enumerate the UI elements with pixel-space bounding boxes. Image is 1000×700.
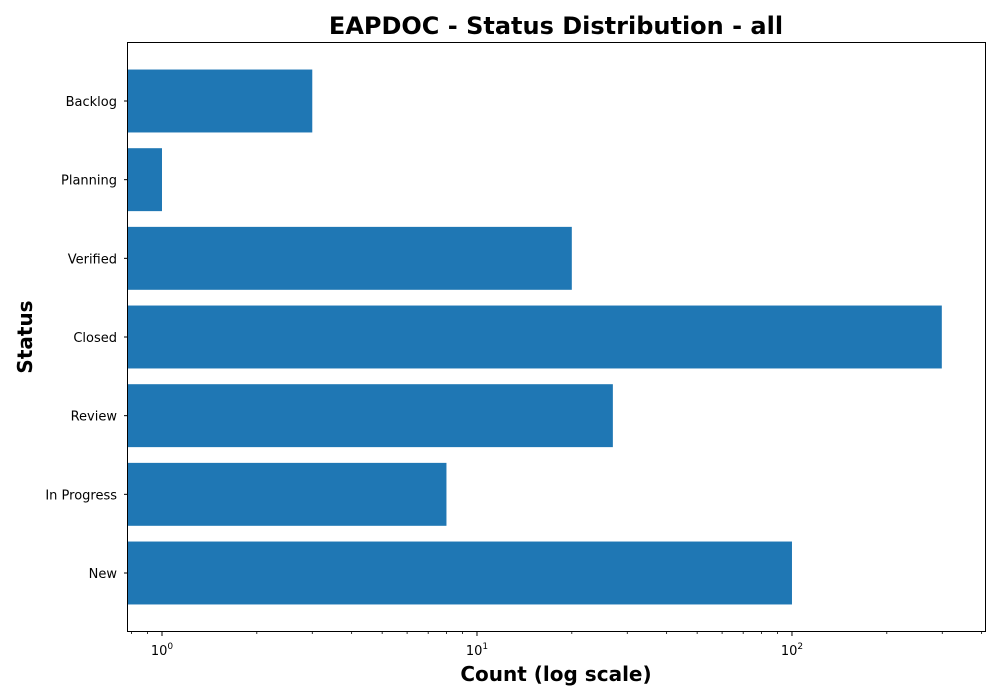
bar-in-progress	[128, 462, 447, 526]
y-axis-ticks: New In Progress Review Closed Verified Planni…	[45, 95, 128, 582]
bar-verified	[128, 226, 572, 290]
y-tick-label-backlog: Backlog	[66, 95, 117, 110]
bar-review	[128, 384, 613, 448]
x-tick-label: 101	[466, 642, 488, 659]
y-tick-label-in-progress: In Progress	[45, 488, 117, 503]
y-tick-label-planning: Planning	[61, 174, 117, 189]
y-axis-title: Status	[13, 300, 37, 373]
y-tick-label-verified: Verified	[68, 252, 117, 267]
chart-title: EAPDOC - Status Distribution - all	[329, 12, 783, 40]
bars-group	[128, 69, 942, 605]
y-tick-label-review: Review	[71, 410, 118, 425]
y-tick-label-closed: Closed	[73, 331, 117, 346]
bar-new	[128, 541, 792, 605]
bar-backlog	[128, 69, 313, 133]
x-tick-label: 102	[781, 642, 803, 659]
x-axis-ticks: 100 101 102	[131, 631, 983, 659]
x-tick-label: 100	[151, 642, 174, 659]
y-tick-label-new: New	[89, 567, 118, 582]
plot-frame	[127, 42, 986, 632]
x-axis-title: Count (log scale)	[460, 662, 651, 686]
bar-closed	[128, 305, 942, 369]
bar-planning	[128, 148, 162, 212]
